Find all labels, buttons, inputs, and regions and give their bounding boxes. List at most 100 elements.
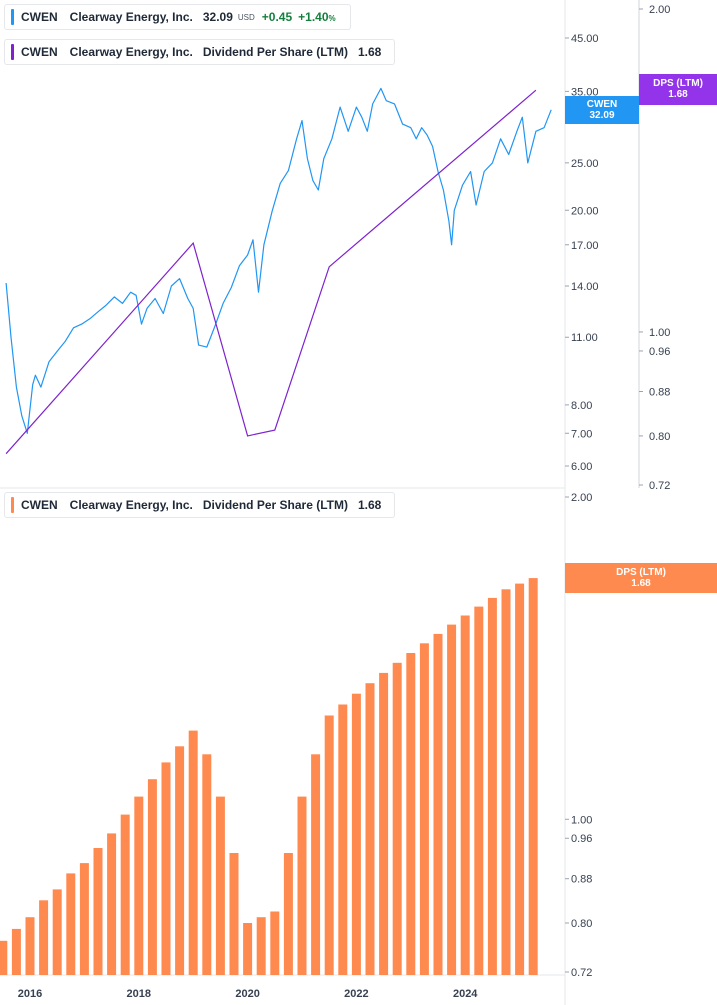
dps-bar <box>392 662 402 975</box>
dps-bar <box>324 715 334 975</box>
dps-bar <box>215 796 225 975</box>
price-axis-tick-label: 17.00 <box>571 240 599 252</box>
dps-bar <box>406 653 416 975</box>
dps-bottom-last-value-tag: DPS (LTM) 1.68 <box>565 563 717 593</box>
dps-bar <box>487 597 497 975</box>
price-axis-tick-label: 20.00 <box>571 205 599 217</box>
price-axis-tick-label: 6.00 <box>571 461 592 473</box>
dps-top-legend[interactable]: CWEN Clearway Energy, Inc. Dividend Per … <box>4 39 396 65</box>
dps-bar <box>175 746 185 975</box>
bar-axis-tick-label: 0.72 <box>571 967 592 979</box>
bar-axis-tick-label: 0.80 <box>571 918 592 930</box>
dps-bar <box>79 863 89 975</box>
price-legend-pct-unit: % <box>328 14 336 23</box>
dps-bottom-legend-value: 1.68 <box>357 498 382 512</box>
dps-bar <box>270 911 280 975</box>
dps-bar <box>433 633 443 975</box>
price-axis-tick-label: 25.00 <box>571 158 599 170</box>
dps-bottom-legend-company: Clearway Energy, Inc. <box>69 498 193 512</box>
dps-bottom-tag-label: DPS (LTM) <box>616 567 666 578</box>
x-axis-tick-label: 2024 <box>453 988 478 1000</box>
dps-top-legend-metric: Dividend Per Share (LTM) <box>202 45 348 59</box>
price-legend-value: 32.09 <box>202 10 233 24</box>
dps-bar <box>501 589 511 975</box>
dps-bottom-legend-swatch <box>11 497 14 513</box>
dps-bar <box>297 796 307 975</box>
price-axis-tick-label: 7.00 <box>571 428 592 440</box>
dps-bar <box>134 796 144 975</box>
dps-axis-tick-label: 2.00 <box>649 4 670 16</box>
dps-bar <box>229 853 239 975</box>
dps-bar <box>93 848 103 975</box>
dps-bar <box>256 917 266 975</box>
dps-bar <box>243 923 253 975</box>
dps-axis-tick-label: 0.88 <box>649 387 670 399</box>
dps-bar <box>528 578 538 975</box>
price-axis-tick-label: 11.00 <box>571 332 598 344</box>
price-legend-ticker: CWEN <box>21 10 58 24</box>
bar-axis-tick-label: 2.00 <box>571 492 592 504</box>
price-axis-tick-label: 14.00 <box>571 281 599 293</box>
x-axis-tick-label: 2018 <box>127 988 151 1000</box>
dps-bar <box>460 615 470 975</box>
dps-bar <box>52 889 62 975</box>
price-axis-tick-label: 8.00 <box>571 400 592 412</box>
dps-bar <box>419 643 429 975</box>
dps-bottom-legend-ticker: CWEN <box>21 498 58 512</box>
dps-bar <box>161 762 171 975</box>
dps-bottom-legend-metric: Dividend Per Share (LTM) <box>202 498 348 512</box>
dps-series-line <box>5 89 537 455</box>
dps-bar <box>515 583 525 975</box>
dps-bottom-tag-value: 1.68 <box>631 578 651 589</box>
dps-top-legend-swatch <box>11 44 14 60</box>
price-tag-value: 32.09 <box>589 110 615 121</box>
dps-top-legend-ticker: CWEN <box>21 45 58 59</box>
price-legend-change-pct-value: +1.40 <box>298 10 329 24</box>
dps-bar <box>39 900 49 975</box>
price-last-value-tag: CWEN 32.09 <box>565 96 639 124</box>
dps-bar <box>120 814 130 975</box>
dps-bar <box>66 873 76 975</box>
bar-axis-tick-label: 0.96 <box>571 833 592 845</box>
x-axis-tick-label: 2016 <box>18 988 42 1000</box>
dps-bar <box>365 683 375 975</box>
dps-axis-tick-label: 0.72 <box>649 480 670 492</box>
price-legend-change-pct: +1.40% <box>298 10 336 24</box>
price-axis-tick-label: 45.00 <box>571 33 599 45</box>
dps-axis-tick-label: 0.96 <box>649 346 670 358</box>
dps-top-tag-label: DPS (LTM) <box>653 78 703 89</box>
dps-bar <box>474 606 484 975</box>
dps-bar <box>351 693 361 975</box>
dps-bar <box>25 917 35 975</box>
price-legend-unit: USD <box>237 12 255 22</box>
price-legend-swatch <box>11 9 14 25</box>
price-series-line <box>5 87 552 434</box>
bar-axis-tick-label: 1.00 <box>571 814 592 826</box>
dps-axis-tick-label: 1.00 <box>649 327 670 339</box>
dps-bar <box>338 704 348 975</box>
dps-bar <box>447 624 457 975</box>
x-axis-tick-label: 2020 <box>235 988 259 1000</box>
price-legend-company: Clearway Energy, Inc. <box>69 10 193 24</box>
price-tag-label: CWEN <box>586 99 618 110</box>
bar-axis-tick-label: 0.88 <box>571 874 592 886</box>
dps-bar <box>107 833 117 975</box>
dps-top-last-value-tag: DPS (LTM) 1.68 <box>639 74 717 105</box>
dps-top-legend-value: 1.68 <box>357 45 382 59</box>
price-axis-tick-label: 35.00 <box>571 86 599 98</box>
price-legend[interactable]: CWEN Clearway Energy, Inc. 32.09 USD +0.… <box>4 4 351 30</box>
dps-bar <box>0 940 8 975</box>
dps-bottom-legend[interactable]: CWEN Clearway Energy, Inc. Dividend Per … <box>4 492 396 518</box>
price-legend-change: +0.45 <box>261 10 293 24</box>
dps-top-tag-value: 1.68 <box>668 89 688 100</box>
dps-bar <box>379 672 389 975</box>
dps-bar <box>147 779 157 975</box>
dps-bar <box>311 754 321 975</box>
x-axis-tick-label: 2022 <box>344 988 368 1000</box>
dps-bar <box>188 730 198 975</box>
dps-bar <box>283 853 293 975</box>
dps-axis-tick-label: 0.80 <box>649 431 670 443</box>
dps-bar <box>202 754 212 975</box>
dps-top-legend-company: Clearway Energy, Inc. <box>69 45 193 59</box>
